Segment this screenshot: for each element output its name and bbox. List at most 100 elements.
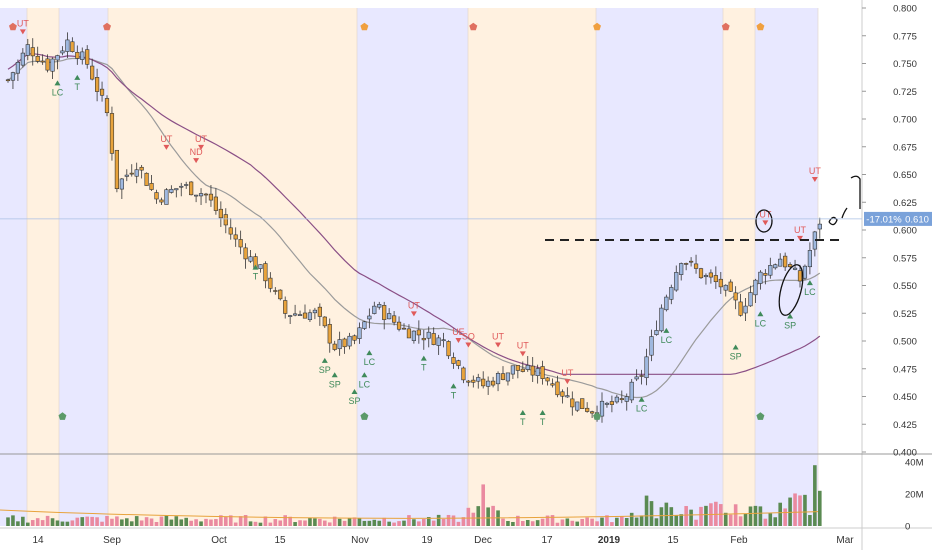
volume-bar xyxy=(248,521,253,526)
volume-bar xyxy=(803,494,807,526)
volume-bar xyxy=(80,517,85,526)
price-tick-label: 0.625 xyxy=(893,198,917,209)
volume-bar xyxy=(654,518,659,526)
candle xyxy=(184,184,189,186)
signal-up-arrow xyxy=(732,344,739,350)
candle xyxy=(189,181,194,196)
signal-label: LC xyxy=(52,87,64,97)
candle xyxy=(65,39,70,52)
signal-up-arrow xyxy=(252,264,259,270)
candle xyxy=(109,113,115,154)
volume-bar xyxy=(560,519,565,526)
pentagon-marker xyxy=(469,22,478,31)
volume-bar xyxy=(308,517,312,526)
volume-bar xyxy=(26,522,30,526)
volume-bar xyxy=(377,520,382,526)
candle xyxy=(570,398,575,408)
pentagon-marker xyxy=(593,412,601,420)
candle xyxy=(55,55,60,61)
price-tick-label: 0.600 xyxy=(893,226,917,237)
volume-bar xyxy=(16,521,20,526)
candle xyxy=(169,188,174,193)
candle xyxy=(535,368,540,376)
volume-bar xyxy=(600,517,604,526)
pentagon-marker xyxy=(103,22,111,31)
candle xyxy=(35,55,40,62)
candle xyxy=(95,77,100,92)
volume-bar xyxy=(516,515,520,526)
candle xyxy=(436,337,441,346)
volume-bar xyxy=(738,516,743,526)
candle xyxy=(174,188,179,191)
candle xyxy=(545,377,550,382)
price-tick-label: 0.650 xyxy=(893,170,917,181)
price-tick-label: 0.575 xyxy=(893,253,917,264)
ma-long-line xyxy=(7,53,821,375)
candle xyxy=(421,337,426,341)
candle xyxy=(416,329,421,336)
candle xyxy=(396,321,402,330)
signal-label: T xyxy=(540,417,546,427)
candles xyxy=(5,32,822,423)
candle xyxy=(659,307,664,332)
candle xyxy=(263,263,268,282)
candle xyxy=(124,174,129,177)
volume-bar xyxy=(615,517,619,526)
volume-bar xyxy=(679,514,683,526)
candle xyxy=(763,273,768,276)
candle xyxy=(75,51,80,59)
volume-bar xyxy=(664,502,669,526)
volume-bar xyxy=(397,521,401,526)
volume-bar xyxy=(293,522,297,526)
volume-bar xyxy=(595,521,599,526)
candle xyxy=(481,378,486,387)
volume-bar xyxy=(689,509,693,526)
current-price-label: 0.610 xyxy=(905,214,929,225)
candle xyxy=(783,255,788,268)
candle xyxy=(624,396,629,402)
candle xyxy=(139,166,144,171)
signal-label: UE xyxy=(452,327,465,337)
signal-label: SP xyxy=(730,352,742,362)
candle xyxy=(486,380,491,387)
signal-up-arrow xyxy=(638,396,645,402)
price-tick-label: 0.775 xyxy=(893,31,917,42)
volume-bar xyxy=(461,517,466,526)
volume-bar xyxy=(134,516,139,526)
volume-bar xyxy=(50,518,55,526)
candle xyxy=(307,312,313,320)
candle xyxy=(208,193,214,201)
time-tick-label: 15 xyxy=(274,535,286,546)
volume-bar xyxy=(337,518,342,526)
volume-bar xyxy=(228,515,233,526)
pentagon-marker xyxy=(58,412,67,420)
volume-bar xyxy=(219,515,223,526)
signal-down-arrow xyxy=(163,144,170,150)
candle xyxy=(228,227,233,235)
signal-up-arrow xyxy=(331,372,338,378)
candle xyxy=(154,192,159,200)
volume-ma-line xyxy=(0,509,819,519)
candle xyxy=(337,339,342,350)
candle xyxy=(555,381,560,396)
volume-bar xyxy=(204,518,208,526)
candle xyxy=(787,264,793,268)
volume-bar xyxy=(699,506,703,526)
volume-bar xyxy=(441,518,446,526)
candle xyxy=(332,343,337,350)
candle xyxy=(723,284,728,291)
candle xyxy=(466,380,471,383)
signal-up-arrow xyxy=(366,350,373,356)
hand-circle xyxy=(755,209,773,233)
price-tick-label: 0.750 xyxy=(893,59,917,70)
volume-bar xyxy=(179,519,184,526)
candle xyxy=(278,289,283,300)
volume-bar xyxy=(298,520,302,526)
time-tick-label: Mar xyxy=(836,535,854,546)
volume-bar xyxy=(125,518,129,526)
signal-up-arrow xyxy=(757,311,764,317)
volume-bar xyxy=(570,520,575,526)
candle xyxy=(664,296,669,311)
candle xyxy=(119,178,124,190)
signal-label: SP xyxy=(319,365,331,375)
